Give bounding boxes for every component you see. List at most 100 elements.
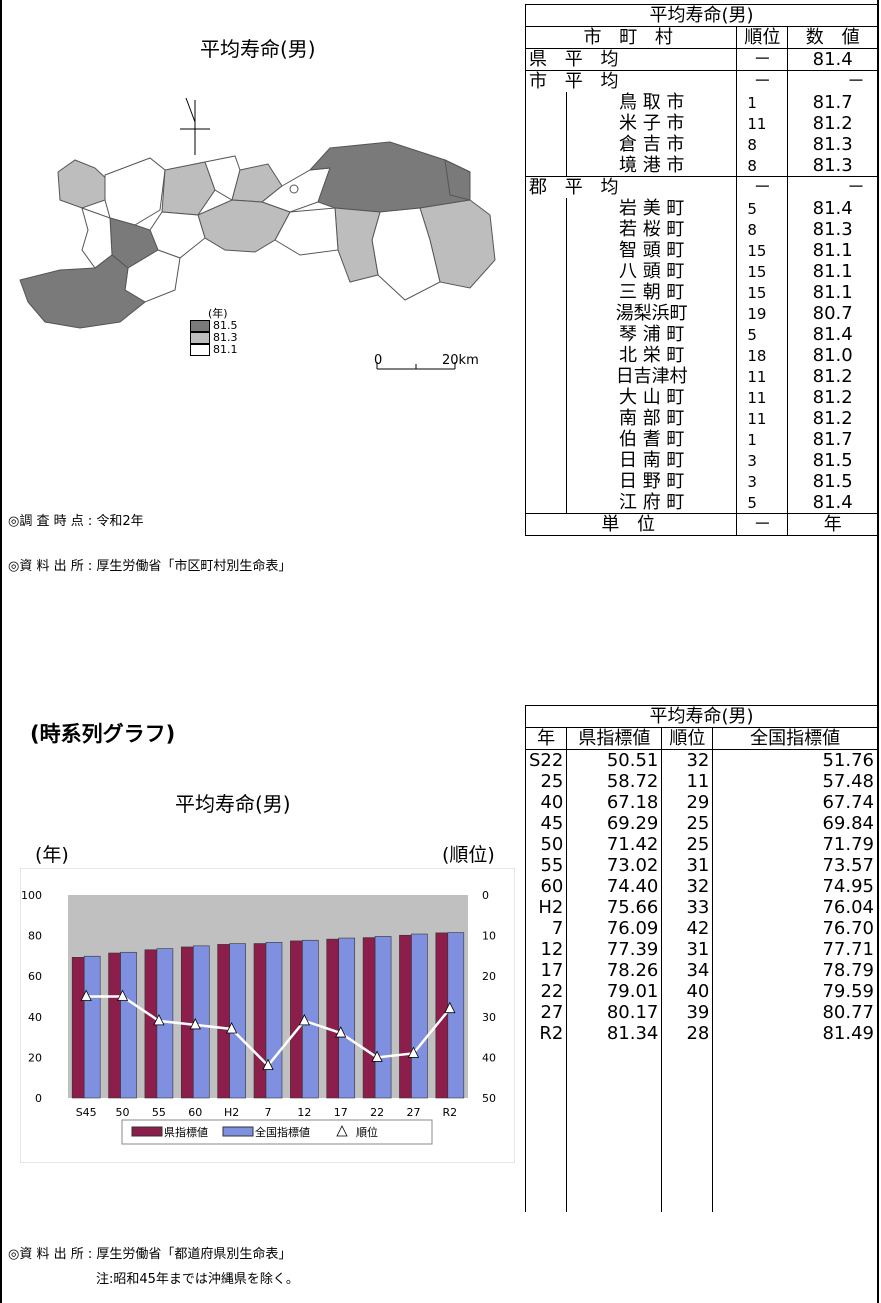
table2-national: 77.71 [712,939,878,960]
table2-rank: 11 [661,771,714,792]
rank-marker [371,1050,383,1062]
towns-name: 三 朝 町 [565,282,738,303]
towns-rank: 3 [736,450,789,471]
table2-pref: 50.51 [566,749,663,771]
towns-row: 若 桜 町 8 81.3 [525,219,878,240]
rank-marker [407,1046,420,1058]
towns-row: 八 頭 町 15 81.1 [525,261,878,282]
cities-value: 81.3 [787,134,878,155]
y-tick-label: 20 [28,1051,42,1064]
table2-pref: 67.18 [566,792,663,813]
towns-value: 81.7 [787,429,878,450]
pref-bar [71,957,85,1099]
rank-marker [189,1018,201,1030]
towns-value: 81.3 [787,219,878,240]
x-tick-label: 27 [406,1106,420,1119]
x-tick-label: 12 [297,1106,311,1119]
table2-header-rank: 順位 [661,727,714,750]
region-sakaiminato [57,159,111,209]
cities-row: 倉 吉 市 8 81.3 [525,134,878,155]
table2-rank: 33 [661,897,714,918]
towns-name: 八 頭 町 [565,261,738,282]
national-bar [338,937,356,1099]
y-tick-label: 100 [21,889,42,902]
table2-row: 45 69.29 25 69.84 [524,813,878,834]
pref-bar [435,932,449,1099]
table2-year: R2 [524,1023,568,1044]
towns-value: 81.1 [787,282,878,303]
towns-rank: 3 [736,471,789,492]
table2-pref: 79.01 [566,981,663,1002]
city-avg-label: 市 平 均 [524,70,738,92]
towns-name: 岩 美 町 [565,198,738,219]
towns-rank: 5 [736,324,789,345]
towns-row: 智 頭 町 15 81.1 [525,240,878,261]
cities-name: 米 子 市 [565,113,738,134]
ts-source: ◎資 料 出 所 : 厚生労働省「都道府県別生命表」 [8,1247,292,1262]
towns-rank: 1 [736,429,789,450]
legend-swatch-mid [190,332,210,344]
towns-row: 岩 美 町 5 81.4 [525,198,878,219]
legend-rank-label: 順位 [356,1125,378,1139]
towns-value: 81.5 [787,450,878,471]
table2-row: H2 75.66 33 76.04 [524,897,878,918]
towns-value: 81.2 [787,387,878,408]
towns-row: 江 府 町 5 81.4 [525,492,878,514]
y-tick-label: 60 [28,970,42,983]
table2-row: S22 50.51 32 51.76 [524,749,878,771]
cities-value: 81.2 [787,113,878,134]
table2-pref: 76.09 [566,918,663,939]
towns-value: 80.7 [787,303,878,324]
table2-year: 22 [524,981,568,1002]
y-tick-label: 80 [28,930,42,943]
table2-pref: 58.72 [566,771,663,792]
table2-national: 74.95 [712,876,878,897]
table2-rank: 39 [661,1002,714,1023]
table2-rank: 34 [661,960,714,981]
municipality-table: 平均寿命(男) 市 町 村 順位 数 値 県 平 均 － 81.4 市 平 均 … [524,4,878,536]
national-bar [374,936,392,1099]
towns-row: 日 南 町 3 81.5 [525,450,878,471]
table2-national: 51.76 [712,749,878,771]
towns-name: 南 部 町 [565,408,738,429]
y2-tick-label: 20 [482,970,496,983]
x-tick-label: 17 [334,1106,348,1119]
table2-national: 67.74 [712,792,878,813]
national-bar [83,955,101,1099]
cities-name: 倉 吉 市 [565,134,738,155]
cities-name: 境 港 市 [565,155,738,177]
towns-row: 大 山 町 11 81.2 [525,387,878,408]
table2-row: R2 81.34 28 81.49 [524,1023,878,1044]
scale-km: 20km [442,353,479,368]
national-bar [192,945,210,1099]
ts-note: 注:昭和45年までは沖縄県を除く。 [96,1272,299,1287]
table2-national: 57.48 [712,771,878,792]
table2-pref: 80.17 [566,1002,663,1023]
pref-bar [290,940,303,1099]
towns-name: 日 野 町 [565,471,738,492]
y2-tick-label: 50 [482,1092,496,1105]
table2-rank: 40 [661,981,714,1002]
table2-year: 50 [524,834,568,855]
towns-row: 北 栄 町 18 81.0 [525,345,878,366]
rank-marker [116,989,129,1001]
y2-tick-label: 10 [482,930,496,943]
x-tick-label: 55 [152,1106,166,1119]
y2-tick-label: 40 [482,1051,496,1064]
table2-rank: 25 [661,834,714,855]
legend-swatch-low [190,344,210,356]
table2-year: 25 [524,771,568,792]
table2-rank: 29 [661,792,714,813]
cities-value: 81.7 [787,92,878,113]
table2-pref: 77.39 [566,939,663,960]
y2-tick-label: 30 [482,1011,496,1024]
x-tick-label: 22 [370,1106,384,1119]
table2-pref: 81.34 [566,1023,663,1044]
towns-rank: 15 [736,261,789,282]
table2-year: 7 [524,918,568,939]
rank-marker [262,1058,274,1070]
left-unit: (年) [35,844,69,866]
table2-rank: 32 [661,876,714,897]
scale-zero: 0 [374,353,383,368]
